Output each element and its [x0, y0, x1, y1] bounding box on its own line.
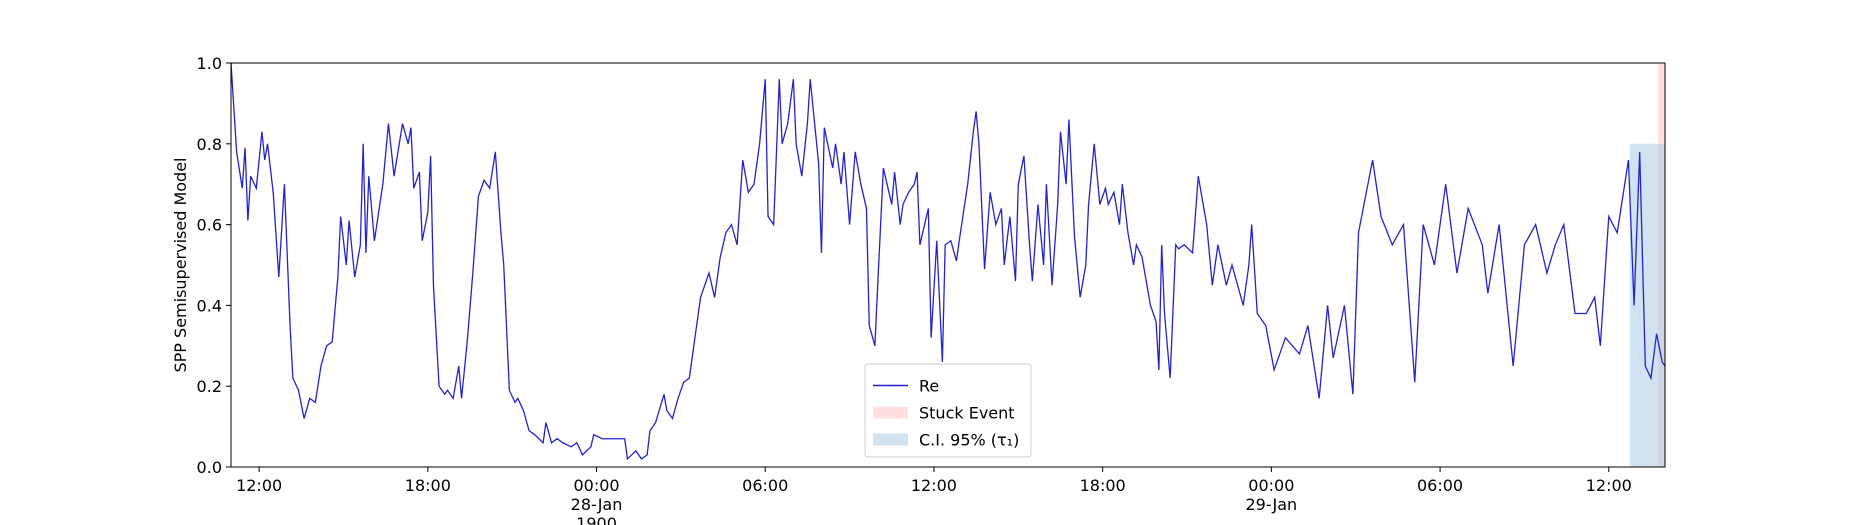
y-tick-label: 0.8 [197, 135, 222, 154]
data-line [230, 62, 1666, 461]
y-tick-label: 0.2 [197, 377, 222, 396]
legend: Re Stuck Event C.I. 95% (τ₁) [864, 363, 1032, 458]
y-tick-label: 0.0 [197, 458, 222, 477]
span [1629, 143, 1665, 468]
legend-label: Stuck Event [919, 404, 1015, 423]
y-tick-label: 1.0 [197, 54, 222, 73]
x-tick-label: 12:00 [911, 476, 957, 495]
x-tick-label: 12:00 [1586, 476, 1632, 495]
y-tick-label: 0.4 [197, 296, 222, 315]
x-tick-label: 12:00 [236, 476, 282, 495]
x-tick-label: 06:00 [742, 476, 788, 495]
legend-patch [873, 406, 908, 419]
plot-frame [230, 62, 1666, 468]
x-tick-label: 18:00 [1080, 476, 1126, 495]
x-tick-label: 00:00 28-Jan 1900 [571, 476, 623, 525]
legend-label: C.I. 95% (τ₁) [919, 431, 1019, 450]
x-tick-label: 00:00 29-Jan [1246, 476, 1298, 514]
legend-patch [873, 433, 908, 446]
x-tick-label: 06:00 [1417, 476, 1463, 495]
x-tick-label: 18:00 [405, 476, 451, 495]
legend-label: Re [919, 377, 939, 396]
y-tick-label: 0.6 [197, 216, 222, 235]
y-axis-label: SPP Semisupervised Model [171, 158, 190, 373]
